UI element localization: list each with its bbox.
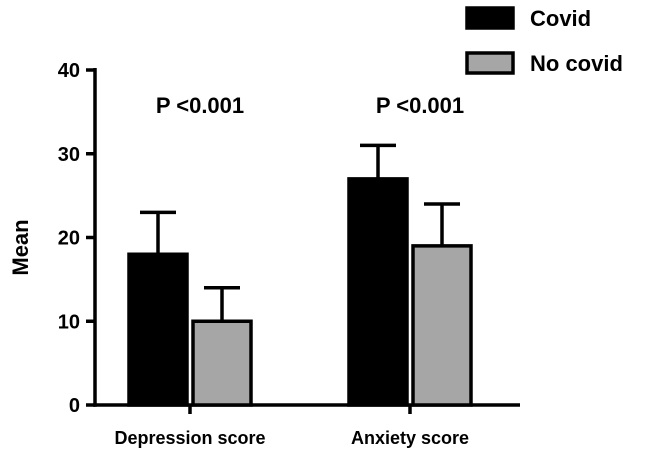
bars <box>127 143 473 407</box>
p-value-annotation: P <0.001 <box>156 93 244 118</box>
y-axis-label: Mean <box>8 219 33 275</box>
legend-swatch-covid <box>465 6 515 30</box>
bar-covid <box>347 177 409 407</box>
bar-no-covid <box>411 244 473 407</box>
x-tick-label: Anxiety score <box>351 428 469 448</box>
bar-no-covid <box>191 319 253 407</box>
y-tick-label: 20 <box>58 228 80 250</box>
legend-label: No covid <box>530 51 623 76</box>
bar-covid <box>127 252 189 407</box>
y-tick-label: 30 <box>58 144 80 166</box>
p-value-annotation: P <0.001 <box>376 93 464 118</box>
y-tick-label: 0 <box>69 395 80 417</box>
legend: Covid No covid <box>465 6 623 76</box>
legend-label: Covid <box>530 6 591 31</box>
legend-swatch-no-covid <box>465 51 515 75</box>
y-tick-label: 40 <box>58 60 80 82</box>
labels: 0 10 20 30 40 Mean Depression score Anxiety sco… <box>8 60 469 448</box>
y-tick-label: 10 <box>58 311 80 333</box>
x-tick-label: Depression score <box>114 428 265 448</box>
